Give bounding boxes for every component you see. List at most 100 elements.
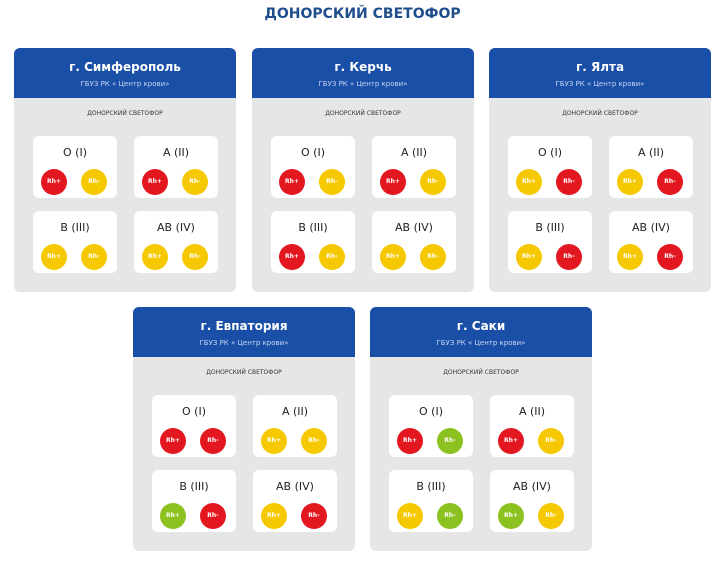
card-header: г. Ялта ГБУЗ РК « Центр крови» <box>489 48 711 98</box>
blood-group: O (I) Rh+ Rh- <box>33 136 117 198</box>
blood-group: B (III) Rh+ Rh- <box>389 470 473 532</box>
rh-indicator: Rh+ <box>41 244 67 270</box>
city-card: г. Керчь ГБУЗ РК « Центр крови» ДОНОРСКИЙ … <box>252 48 474 292</box>
group-name: O (I) <box>419 405 443 418</box>
rh-indicator: Rh- <box>657 244 683 270</box>
blood-group: A (II) Rh+ Rh- <box>134 136 218 198</box>
rh-indicator: Rh+ <box>41 169 67 195</box>
rh-indicator: Rh- <box>182 169 208 195</box>
blood-group: A (II) Rh+ Rh- <box>253 395 337 457</box>
rh-indicator: Rh- <box>657 169 683 195</box>
rh-indicator: Rh+ <box>261 428 287 454</box>
blood-group: B (III) Rh+ Rh- <box>152 470 236 532</box>
org-name: ГБУЗ РК « Центр крови» <box>436 339 526 347</box>
city-card: г. Саки ГБУЗ РК « Центр крови» ДОНОРСКИЙ С… <box>370 307 592 551</box>
org-name: ГБУЗ РК « Центр крови» <box>80 80 170 88</box>
city-name: г. Керчь <box>334 60 392 74</box>
org-name: ГБУЗ РК « Центр крови» <box>199 339 289 347</box>
blood-group: O (I) Rh+ Rh- <box>389 395 473 457</box>
org-name: ГБУЗ РК « Центр крови» <box>318 80 408 88</box>
rh-indicator: Rh- <box>301 503 327 529</box>
rh-indicator: Rh+ <box>397 503 423 529</box>
group-name: A (II) <box>637 146 665 159</box>
rh-indicator: Rh- <box>319 244 345 270</box>
city-card: г. Симферополь ГБУЗ РК « Центр крови» ДОНО… <box>14 48 236 292</box>
blood-group: AB (IV) Rh+ Rh- <box>609 211 693 273</box>
org-name: ГБУЗ РК « Центр крови» <box>555 80 645 88</box>
rh-indicator: Rh- <box>420 169 446 195</box>
group-name: AB (IV) <box>513 480 551 493</box>
blood-group: B (III) Rh+ Rh- <box>33 211 117 273</box>
group-name: A (II) <box>281 405 309 418</box>
blood-group: AB (IV) Rh+ Rh- <box>134 211 218 273</box>
rh-indicator: Rh+ <box>142 169 168 195</box>
city-name: г. Евпатория <box>200 319 288 333</box>
group-name: AB (IV) <box>632 221 670 234</box>
rh-indicator: Rh+ <box>279 244 305 270</box>
blood-group: A (II) Rh+ Rh- <box>490 395 574 457</box>
card-header: г. Симферополь ГБУЗ РК « Центр крови» <box>14 48 236 98</box>
group-name: AB (IV) <box>157 221 195 234</box>
rh-indicator: Rh+ <box>380 244 406 270</box>
group-name: AB (IV) <box>395 221 433 234</box>
rh-indicator: Rh- <box>182 244 208 270</box>
group-name: B (III) <box>535 221 565 234</box>
rh-indicator: Rh- <box>420 244 446 270</box>
rh-indicator: Rh- <box>81 244 107 270</box>
group-name: B (III) <box>298 221 328 234</box>
rh-indicator: Rh- <box>319 169 345 195</box>
city-card: г. Ялта ГБУЗ РК « Центр крови» ДОНОРСКИЙ С… <box>489 48 711 292</box>
group-name: O (I) <box>538 146 562 159</box>
blood-group: AB (IV) Rh+ Rh- <box>253 470 337 532</box>
rh-indicator: Rh- <box>81 169 107 195</box>
rh-indicator: Rh+ <box>498 428 524 454</box>
blood-group: A (II) Rh+ Rh- <box>372 136 456 198</box>
blood-group: O (I) Rh+ Rh- <box>271 136 355 198</box>
rh-indicator: Rh- <box>437 503 463 529</box>
rh-indicator: Rh- <box>556 169 582 195</box>
blood-group: AB (IV) Rh+ Rh- <box>490 470 574 532</box>
rh-indicator: Rh+ <box>397 428 423 454</box>
rh-indicator: Rh+ <box>160 428 186 454</box>
group-name: O (I) <box>63 146 87 159</box>
section-label: ДОНОРСКИЙ СВЕТОФОР <box>206 369 282 376</box>
group-name: B (III) <box>60 221 90 234</box>
city-name: г. Саки <box>456 319 506 333</box>
rh-indicator: Rh+ <box>261 503 287 529</box>
blood-group: O (I) Rh+ Rh- <box>508 136 592 198</box>
rh-indicator: Rh- <box>200 503 226 529</box>
blood-group: O (I) Rh+ Rh- <box>152 395 236 457</box>
section-label: ДОНОРСКИЙ СВЕТОФОР <box>325 110 401 117</box>
rh-indicator: Rh+ <box>498 503 524 529</box>
group-name: O (I) <box>182 405 206 418</box>
section-label: ДОНОРСКИЙ СВЕТОФОР <box>443 369 519 376</box>
group-name: B (III) <box>416 480 446 493</box>
rh-indicator: Rh- <box>200 428 226 454</box>
rh-indicator: Rh+ <box>516 169 542 195</box>
group-name: A (II) <box>518 405 546 418</box>
rh-indicator: Rh- <box>556 244 582 270</box>
rh-indicator: Rh+ <box>617 244 643 270</box>
group-name: O (I) <box>301 146 325 159</box>
group-name: AB (IV) <box>276 480 314 493</box>
rh-indicator: Rh- <box>437 428 463 454</box>
blood-group: B (III) Rh+ Rh- <box>271 211 355 273</box>
city-name: г. Симферополь <box>69 60 181 74</box>
rh-indicator: Rh- <box>538 428 564 454</box>
rh-indicator: Rh+ <box>142 244 168 270</box>
city-name: г. Ялта <box>575 60 625 74</box>
blood-group: B (III) Rh+ Rh- <box>508 211 592 273</box>
rh-indicator: Rh+ <box>617 169 643 195</box>
card-header: г. Саки ГБУЗ РК « Центр крови» <box>370 307 592 357</box>
group-name: A (II) <box>162 146 190 159</box>
group-name: B (III) <box>179 480 209 493</box>
group-name: A (II) <box>400 146 428 159</box>
page-title: ДОНОРСКИЙ СВЕТОФОР <box>264 6 461 22</box>
rh-indicator: Rh- <box>538 503 564 529</box>
city-card: г. Евпатория ГБУЗ РК « Центр крови» ДОНОРС… <box>133 307 355 551</box>
rh-indicator: Rh+ <box>516 244 542 270</box>
rh-indicator: Rh+ <box>160 503 186 529</box>
rh-indicator: Rh- <box>301 428 327 454</box>
section-label: ДОНОРСКИЙ СВЕТОФОР <box>562 110 638 117</box>
